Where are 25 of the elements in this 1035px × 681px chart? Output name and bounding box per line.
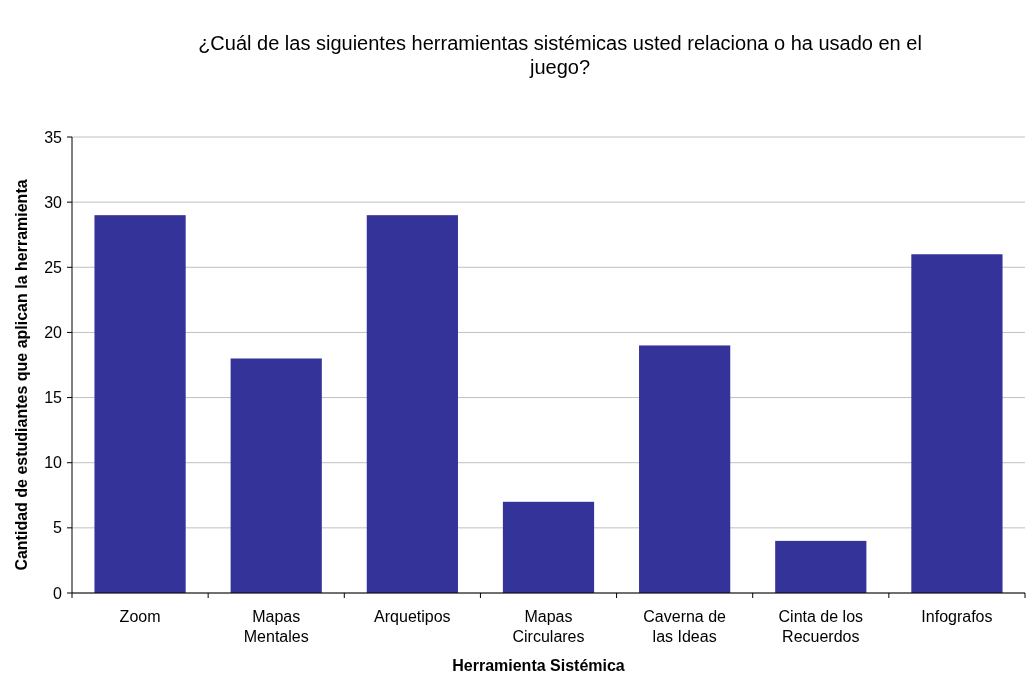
bar bbox=[639, 345, 731, 593]
x-tick-label: Arquetipos bbox=[374, 608, 451, 625]
x-tick-label: Zoom bbox=[119, 608, 161, 625]
bar bbox=[911, 254, 1003, 593]
x-tick-label: Mapas Circulares bbox=[512, 608, 585, 645]
x-tick-label: Infografos bbox=[921, 608, 993, 625]
x-tick-label: Mapas Mentales bbox=[243, 608, 309, 645]
y-tick-label: 20 bbox=[44, 324, 63, 342]
y-tick-label: 5 bbox=[53, 519, 63, 537]
y-tick-label: 30 bbox=[44, 193, 63, 211]
bar bbox=[366, 215, 458, 593]
x-axis-title: Herramienta Sistémica bbox=[452, 657, 625, 674]
bar bbox=[94, 215, 186, 593]
y-tick-label: 35 bbox=[44, 128, 63, 146]
y-axis-title: Cantidad de estudiantes que aplican la herramienta bbox=[13, 179, 30, 571]
x-tick-label: Cinta de los Recuerdos bbox=[778, 608, 864, 645]
y-tick-label: 10 bbox=[44, 454, 63, 472]
bar bbox=[230, 358, 322, 593]
bar bbox=[775, 540, 867, 593]
x-tick-label: Caverna de las Ideas bbox=[643, 608, 727, 645]
bar bbox=[502, 501, 595, 593]
chart-title: ¿Cuál de las siguientes herramientas sistémicas usted relaciona o ha usado en el juego? bbox=[198, 32, 922, 78]
y-tick-label: 15 bbox=[44, 389, 63, 407]
y-tick-label: 25 bbox=[44, 258, 63, 276]
y-tick-label: 0 bbox=[53, 584, 63, 602]
